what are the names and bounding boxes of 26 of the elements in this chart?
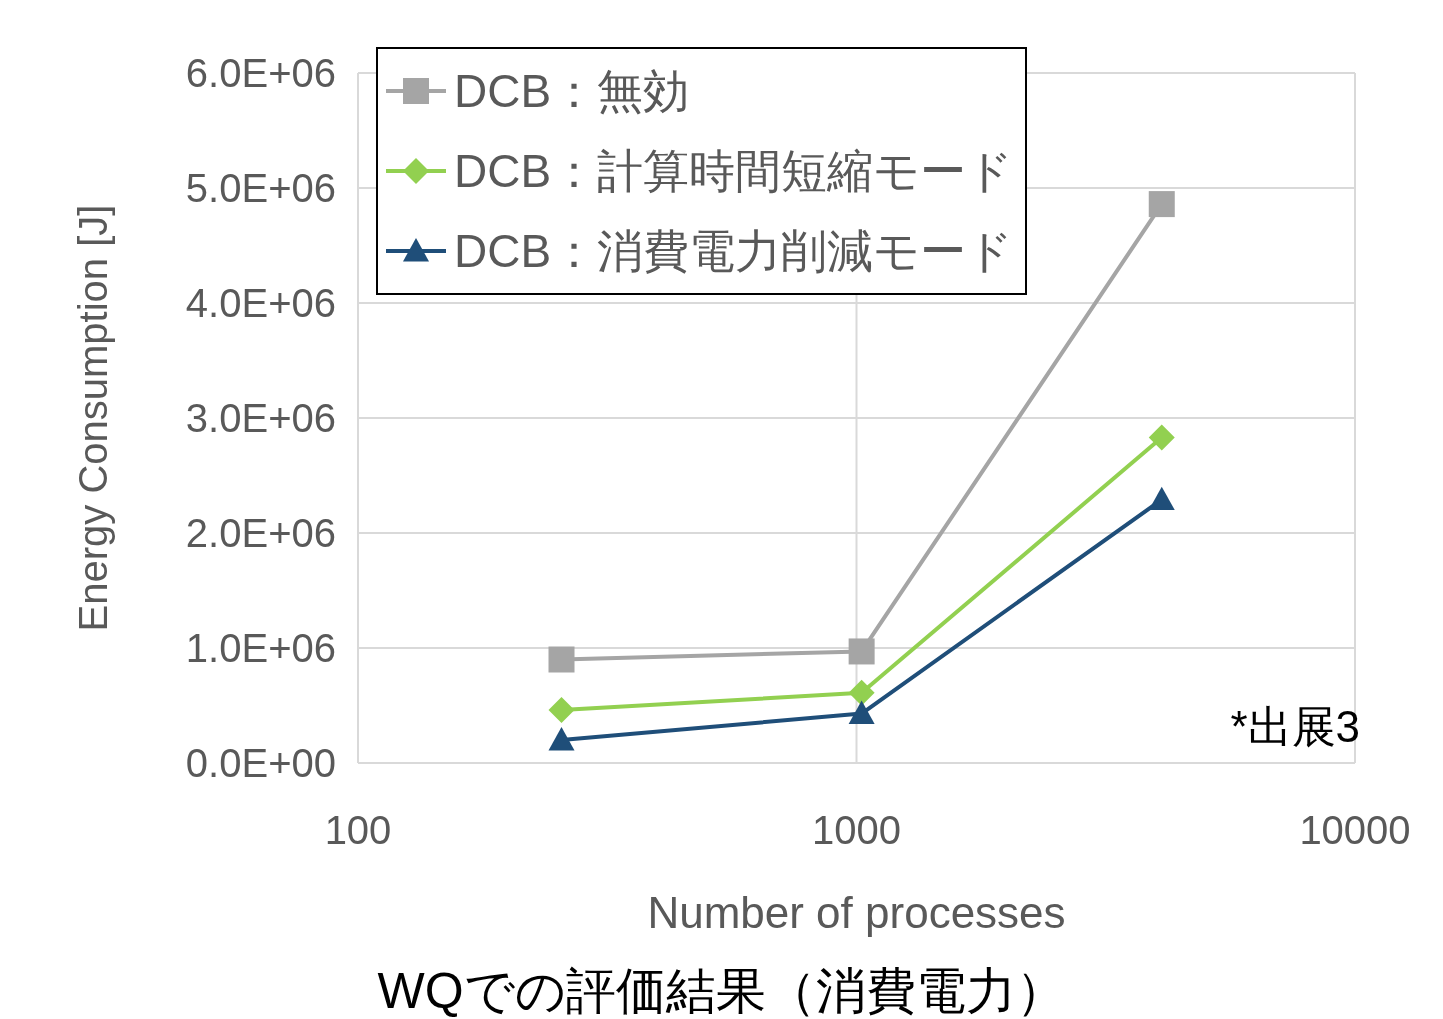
x-tick-label: 100	[324, 808, 392, 853]
legend-label: DCB：無効	[454, 64, 690, 119]
point	[548, 727, 575, 751]
legend-label: DCB：計算時間短縮モード	[454, 144, 1014, 199]
point	[548, 697, 575, 724]
point	[1148, 424, 1175, 451]
x-tick-label: 1000	[812, 808, 901, 853]
y-tick-label: 0.0E+00	[185, 741, 336, 786]
x-axis-title: Number of processes	[647, 888, 1066, 937]
point	[848, 679, 875, 706]
y-tick-label: 4.0E+06	[185, 281, 336, 326]
point	[848, 700, 875, 724]
y-tick-label: 2.0E+06	[185, 511, 336, 556]
point	[1148, 486, 1175, 511]
legend-label: DCB：消費電力削減モード	[454, 224, 1014, 279]
point	[548, 646, 575, 673]
y-axis-title: Energy Consumption [J]	[71, 204, 116, 632]
y-tick-label: 5.0E+06	[185, 166, 336, 211]
point	[1148, 191, 1175, 218]
y-tick-label: 6.0E+06	[185, 51, 336, 96]
text: WQでの評価結果（消費電力）	[376, 962, 1067, 1019]
annotation: *出展3	[1230, 701, 1360, 753]
y-tick-label: 3.0E+06	[185, 396, 336, 441]
x-tick-label: 10000	[1299, 808, 1411, 853]
y-tick-label: 1.0E+06	[185, 626, 336, 671]
point	[848, 638, 875, 665]
